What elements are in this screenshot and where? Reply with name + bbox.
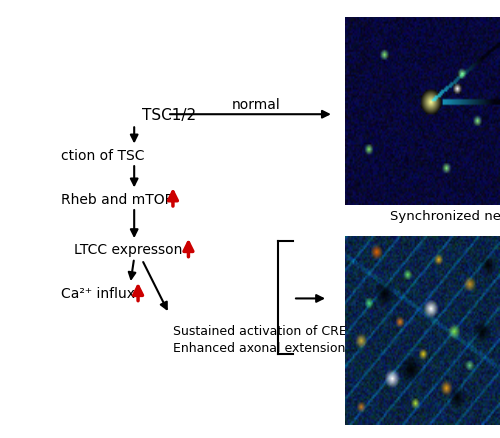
Text: Ca²⁺ influx: Ca²⁺ influx	[60, 287, 134, 300]
Text: Synchronized ne: Synchronized ne	[390, 209, 500, 223]
Text: TSC1/2: TSC1/2	[142, 107, 196, 123]
Text: ction of TSC: ction of TSC	[60, 148, 144, 162]
Text: Normal neuro: Normal neuro	[390, 61, 480, 74]
Text: Sustained activation of CREB: Sustained activation of CREB	[173, 324, 356, 337]
Text: Rheb and mTOR: Rheb and mTOR	[60, 192, 174, 206]
Text: LTCC expresson: LTCC expresson	[74, 243, 182, 257]
Text: Enhanced axonal extension: Enhanced axonal extension	[173, 341, 346, 354]
Text: normal: normal	[232, 98, 280, 112]
